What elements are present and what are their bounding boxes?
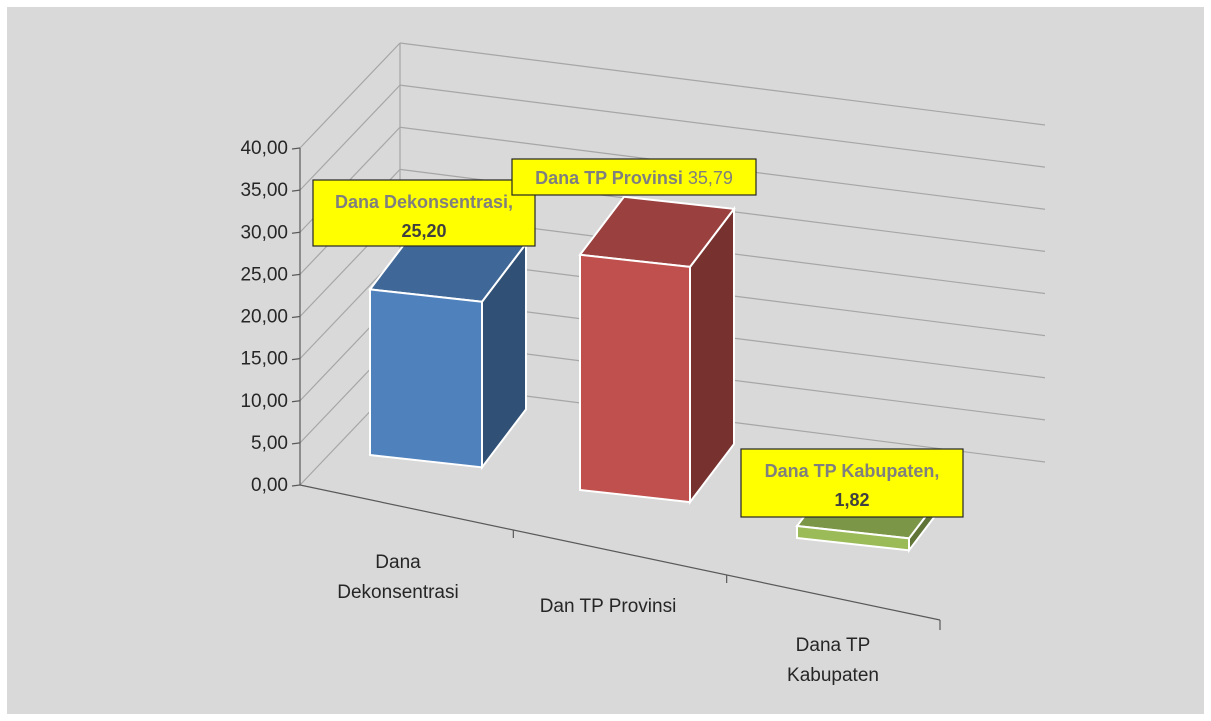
data-label: Dana TP Provinsi 35,79 xyxy=(511,158,757,196)
x-axis-line xyxy=(299,484,941,621)
data-label-name: Dana TP Kabupaten, xyxy=(765,461,940,481)
y-tick-label: 30,00 xyxy=(240,222,288,243)
data-label-box xyxy=(511,158,757,196)
side-gridline xyxy=(299,84,401,191)
data-label-box xyxy=(740,448,964,518)
y-tick-label: 25,00 xyxy=(240,264,288,285)
axes: 0,00 5,00 10,00 15,00 20,00 25,00 30,00 35,00 40… xyxy=(240,138,941,686)
y-tick-label: 40,00 xyxy=(240,138,288,159)
y-tick-mark xyxy=(291,231,301,234)
y-tick-label: 20,00 xyxy=(240,307,288,328)
data-label-value: 1,82 xyxy=(834,490,869,510)
y-tick-mark xyxy=(291,273,301,276)
bar-front-face xyxy=(579,253,691,504)
data-label: Dana TP Kabupaten, 1,82 xyxy=(740,448,964,518)
y-tick-mark xyxy=(291,189,301,192)
data-label: Dana Dekonsentrasi, 25,20 xyxy=(312,179,536,247)
data-label-name: Dana Dekonsentrasi, xyxy=(335,192,513,212)
y-tick-label: 5,00 xyxy=(251,433,288,454)
side-gridline xyxy=(299,42,401,149)
y-tick-mark xyxy=(291,400,301,403)
bar xyxy=(368,230,528,471)
data-labels: Dana Dekonsentrasi, 25,20 Dana TP Provinsi… xyxy=(312,158,964,518)
bar xyxy=(578,195,736,506)
data-label-box xyxy=(312,179,536,247)
y-tick-mark xyxy=(291,484,301,487)
bar-front-face xyxy=(796,524,910,552)
bar-front-face xyxy=(369,288,483,469)
y-tick-label: 10,00 xyxy=(240,391,288,412)
y-tick-mark xyxy=(291,315,301,319)
data-label-text: Dana TP Provinsi 35,79 xyxy=(535,168,733,188)
x-category-label: Dana Dekonsentrasi xyxy=(337,552,458,603)
y-tick-label: 15,00 xyxy=(240,349,288,370)
y-tick-mark xyxy=(291,358,301,361)
x-category-label: Dana TP Kabupaten xyxy=(787,635,879,686)
back-gridline xyxy=(399,84,1046,168)
y-tick-mark xyxy=(291,442,301,445)
back-gridline xyxy=(399,42,1046,126)
x-category-label: Dan TP Provinsi xyxy=(540,596,677,617)
y-tick-label: 35,00 xyxy=(240,180,288,201)
y-tick-mark xyxy=(291,147,301,150)
bars xyxy=(368,195,955,554)
data-label-value: 25,20 xyxy=(401,221,446,241)
y-tick-label: 0,00 xyxy=(251,475,288,496)
